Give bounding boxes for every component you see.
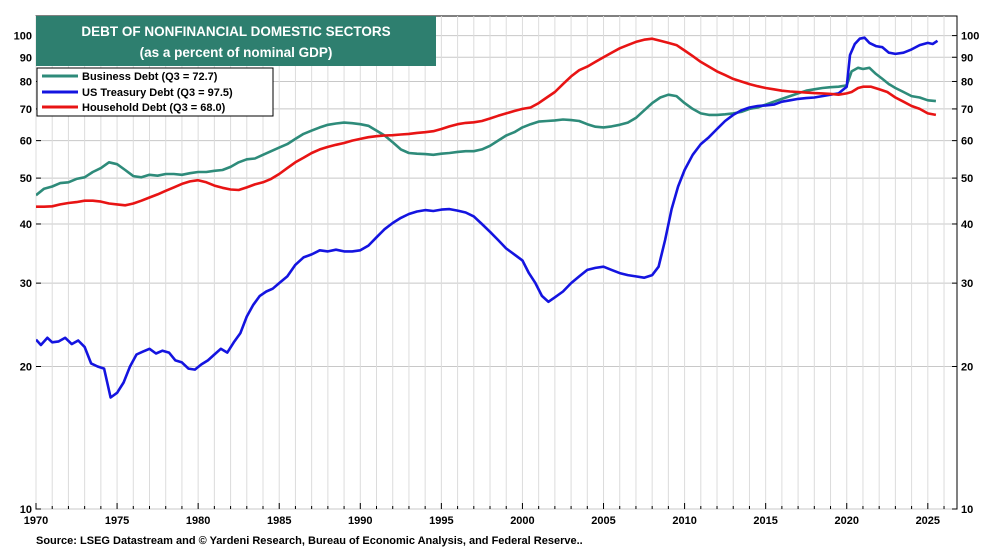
legend-label-treasury: US Treasury Debt (Q3 = 97.5) — [82, 87, 233, 99]
y-axis-left: 10 20 30 40 50 60 70 80 90 100 — [14, 31, 41, 516]
x-tick-label: 2015 — [753, 515, 777, 527]
title-background — [36, 16, 436, 66]
y-tick-label-left: 70 — [20, 104, 32, 116]
legend: Business Debt (Q3 = 72.7) US Treasury De… — [36, 67, 274, 117]
y-tick-label-left: 90 — [20, 52, 32, 64]
x-tick-label: 2010 — [672, 515, 696, 527]
x-tick-label: 2025 — [916, 515, 940, 527]
chart-subtitle: (as a percent of nominal GDP) — [140, 45, 333, 60]
y-tick-label-left: 30 — [20, 278, 32, 290]
series-group — [36, 36, 939, 399]
y-tick-label-right: 20 — [961, 361, 973, 373]
y-axis-right: 10 20 30 40 50 60 70 80 90 100 — [952, 31, 979, 516]
y-tick-label-right: 10 — [961, 504, 973, 516]
x-axis: 1970 1975 1980 1985 1990 1995 2000 2005 2010 2015… — [24, 503, 945, 527]
y-tick-label-right: 30 — [961, 278, 973, 290]
x-tick-label: 1970 — [24, 515, 48, 527]
x-tick-label: 2020 — [834, 515, 858, 527]
y-tick-label-left: 80 — [20, 76, 32, 88]
y-tick-label-right: 90 — [961, 52, 973, 64]
legend-label-household: Household Debt (Q3 = 68.0) — [82, 102, 226, 114]
chart-title: DEBT OF NONFINANCIAL DOMESTIC SECTORS — [81, 24, 390, 39]
series-line-household-debt — [36, 37, 937, 208]
x-tick-label: 2005 — [591, 515, 615, 527]
x-tick-label: 1975 — [105, 515, 129, 527]
y-tick-label-left: 50 — [20, 173, 32, 185]
y-tick-label-right: 40 — [961, 219, 973, 231]
series-line-us-treasury-debt — [36, 36, 939, 399]
legend-label-business: Business Debt (Q3 = 72.7) — [82, 71, 218, 83]
y-tick-label-left: 10 — [20, 504, 32, 516]
title-box: DEBT OF NONFINANCIAL DOMESTIC SECTORS (a… — [36, 16, 436, 66]
x-tick-label: 1995 — [429, 515, 453, 527]
y-tick-label-right: 50 — [961, 173, 973, 185]
y-tick-label-left: 40 — [20, 219, 32, 231]
x-tick-label: 1985 — [267, 515, 291, 527]
y-tick-label-left: 100 — [14, 31, 32, 43]
y-tick-label-left: 20 — [20, 361, 32, 373]
x-tick-label: 1990 — [348, 515, 372, 527]
y-tick-label-left: 60 — [20, 136, 32, 148]
source-note: Source: LSEG Datastream and © Yardeni Re… — [36, 535, 583, 547]
x-tick-label: 2000 — [510, 515, 534, 527]
x-tick-label: 1980 — [186, 515, 210, 527]
y-tick-label-right: 60 — [961, 136, 973, 148]
y-tick-label-right: 70 — [961, 104, 973, 116]
y-tick-label-right: 100 — [961, 31, 979, 43]
y-tick-label-right: 80 — [961, 76, 973, 88]
